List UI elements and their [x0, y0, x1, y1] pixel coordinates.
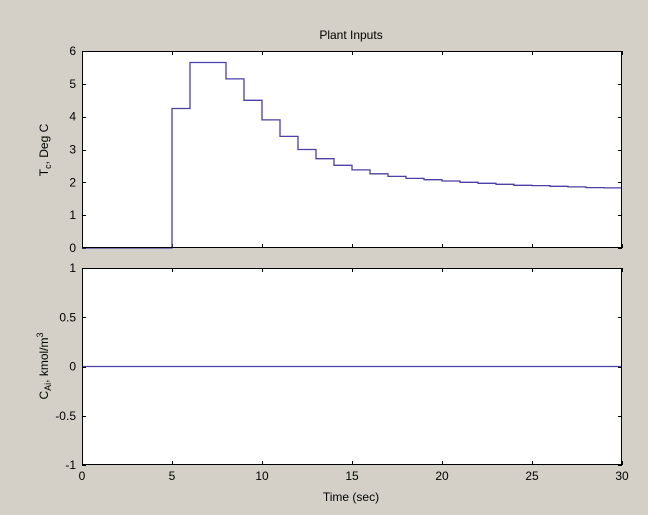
y-axis-label-sup: 3: [35, 332, 45, 337]
series-layer: [82, 61, 622, 249]
y-tick-label: 0: [69, 360, 76, 374]
axes-frame: [82, 51, 622, 248]
x-tick-label: 30: [615, 469, 629, 483]
y-axis-label-main: T: [37, 168, 51, 176]
y-tick-label: 1: [69, 208, 76, 222]
x-tick-label: 20: [435, 469, 449, 483]
y-axis-label: CAi, kmol/m3: [35, 332, 53, 399]
y-tick-label: 3: [69, 143, 76, 157]
series-line: [82, 61, 622, 249]
x-axis-label: Time (sec): [323, 490, 379, 504]
y-axis-label-rest: , Deg C: [37, 123, 51, 164]
y-tick-label: 0: [69, 241, 76, 255]
y-tick-label: 2: [69, 175, 76, 189]
y-tick-label: -0.5: [55, 409, 76, 423]
y-tick-label: 4: [69, 110, 76, 124]
y-tick-label: 0.5: [59, 310, 76, 324]
y-tick-label: 5: [69, 77, 76, 91]
axes-frame: [82, 268, 622, 465]
axes-plant-inputs-tc: Plant Inputs Tc, Deg C 0 1 2 3 4 5 6: [37, 28, 623, 255]
y-axis-label: Tc, Deg C: [37, 123, 53, 176]
y-axis-label-main: C: [37, 391, 51, 400]
y-tick-label: -1: [65, 458, 76, 472]
y-tick-label: 6: [69, 44, 76, 58]
x-tick-label: 15: [345, 469, 359, 483]
x-tick-label: 0: [79, 469, 86, 483]
axes-plant-inputs-cai: CAi, kmol/m3 Time (sec) 0 5 10 15 20 25 30-1-0…: [35, 261, 629, 504]
axes-background: [82, 51, 622, 248]
x-tick-label: 10: [255, 469, 269, 483]
y-tick-label: 1: [69, 261, 76, 275]
x-tick-label: 25: [525, 469, 539, 483]
y-axis-label-sub: Ai: [43, 383, 53, 391]
y-axis-label-sub: c: [43, 164, 53, 169]
chart-title: Plant Inputs: [319, 28, 382, 42]
y-axis-label-rest: , kmol/m: [37, 337, 51, 382]
x-tick-label: 5: [169, 469, 176, 483]
